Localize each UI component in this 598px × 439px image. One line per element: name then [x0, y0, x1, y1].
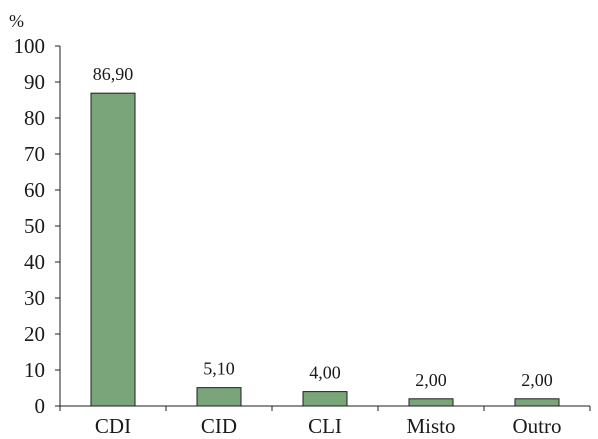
bar [302, 391, 348, 407]
x-tick-label: Outro [513, 414, 562, 438]
data-label: 5,10 [203, 359, 235, 379]
data-label: 2,00 [415, 370, 447, 390]
x-tick-label: CLI [308, 414, 342, 438]
x-tick-label: CDI [95, 414, 131, 438]
x-tick-label: Misto [406, 414, 455, 438]
y-axis-unit-label: % [9, 11, 24, 31]
y-tick-label: 70 [24, 142, 45, 166]
y-tick-label: 100 [14, 34, 46, 58]
y-tick-label: 80 [24, 106, 45, 130]
data-label: 2,00 [521, 370, 553, 390]
y-tick-label: 60 [24, 178, 45, 202]
y-tick-label: 30 [24, 286, 45, 310]
y-tick-label: 20 [24, 322, 45, 346]
data-label: 4,00 [309, 363, 341, 383]
y-axis-ticks: 0 10 20 30 40 50 60 70 80 90 100 [14, 34, 60, 418]
y-tick-label: 50 [24, 214, 45, 238]
y-tick-label: 90 [24, 70, 45, 94]
bar [408, 398, 454, 407]
y-tick-label: 10 [24, 358, 45, 382]
bar [514, 398, 560, 407]
x-axis-labels: CDI CID CLI Misto Outro [59, 406, 591, 438]
x-tick-label: CID [201, 414, 237, 438]
bars [90, 92, 560, 407]
bar [196, 387, 242, 407]
y-tick-label: 0 [35, 394, 46, 418]
data-label: 86,90 [93, 64, 134, 84]
data-labels: 86,90 5,10 4,00 2,00 2,00 [93, 64, 553, 390]
y-tick-label: 40 [24, 250, 45, 274]
bar [90, 92, 136, 407]
